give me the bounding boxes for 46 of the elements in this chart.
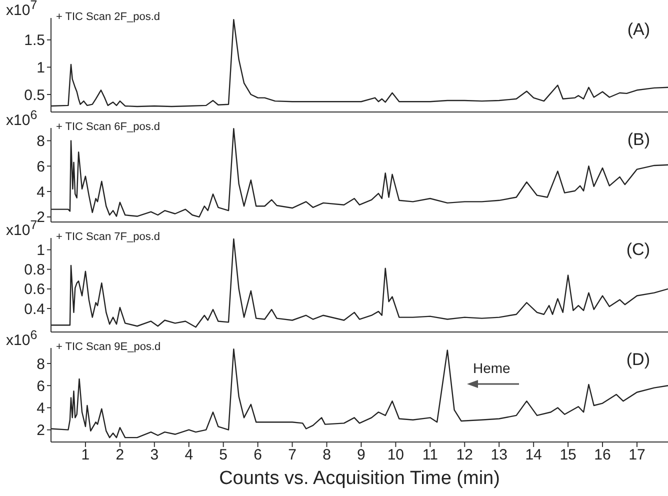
x-tick-label: 13 bbox=[490, 446, 508, 464]
annotation: Heme bbox=[473, 360, 510, 376]
x-tick-label: 2 bbox=[116, 446, 124, 464]
y-tick-label: 8 bbox=[36, 133, 45, 150]
chart-title: (A) bbox=[627, 20, 650, 40]
x-tick-label: 3 bbox=[150, 446, 159, 464]
chart-subtitle: + TIC Scan 9E_pos.d bbox=[56, 341, 161, 353]
y-tick-label: 8 bbox=[36, 356, 45, 373]
x-tick-label: 5 bbox=[219, 446, 228, 464]
x-tick-label: 4 bbox=[184, 446, 194, 464]
x-tick-label: 12 bbox=[456, 446, 473, 464]
y-tick-label: 4 bbox=[36, 400, 45, 418]
x-tick-label: 16 bbox=[594, 446, 611, 464]
y-tick-label: 2 bbox=[36, 422, 45, 440]
y-tick-label: 4 bbox=[36, 184, 45, 201]
y-tick-label: 0.8 bbox=[24, 262, 45, 279]
y-axis-title: x10$^{6}$ bbox=[6, 108, 38, 129]
y-tick-label: 6 bbox=[36, 158, 45, 176]
x-axis-title: Counts vs. Acquisition Time (min) bbox=[219, 468, 500, 489]
y-tick-label: 2 bbox=[36, 209, 45, 226]
x-tick-label: 6 bbox=[254, 446, 262, 464]
x-tick-label: 7 bbox=[288, 446, 296, 464]
x-tick-label: 15 bbox=[560, 446, 576, 464]
x-tick-label: 8 bbox=[322, 446, 331, 464]
y-tick-label: 1 bbox=[36, 242, 45, 260]
x-tick-label: 9 bbox=[357, 446, 366, 464]
y-tick-label: 6 bbox=[36, 378, 45, 395]
x-tick-label: 1 bbox=[81, 446, 90, 464]
chart-title: (C) bbox=[626, 240, 650, 260]
chart-subtitle: + TIC Scan 7F_pos.d bbox=[56, 231, 160, 243]
y-tick-label: 1 bbox=[36, 60, 45, 77]
chart-subtitle: + TIC Scan 2F_pos.d bbox=[56, 11, 160, 23]
y-tick-label: 0.5 bbox=[24, 86, 45, 104]
y-axis-title: x10$^{7}$ bbox=[6, 0, 38, 19]
y-axis-title: x10$^{6}$ bbox=[6, 328, 38, 349]
chart-title: (B) bbox=[627, 130, 650, 150]
chart-subtitle: + TIC Scan 6F_pos.d bbox=[56, 121, 160, 133]
y-tick-label: 1.5 bbox=[24, 32, 45, 50]
x-tick-label: 10 bbox=[387, 446, 404, 464]
y-tick-label: 0.4 bbox=[24, 300, 45, 318]
y-axis-title: x10$^{7}$ bbox=[6, 218, 38, 239]
chart-title: (D) bbox=[626, 350, 650, 370]
x-tick-label: 14 bbox=[525, 446, 542, 464]
x-tick-label: 17 bbox=[628, 446, 646, 464]
y-tick-label: 0.6 bbox=[24, 281, 45, 298]
x-tick-label: 11 bbox=[422, 446, 438, 464]
